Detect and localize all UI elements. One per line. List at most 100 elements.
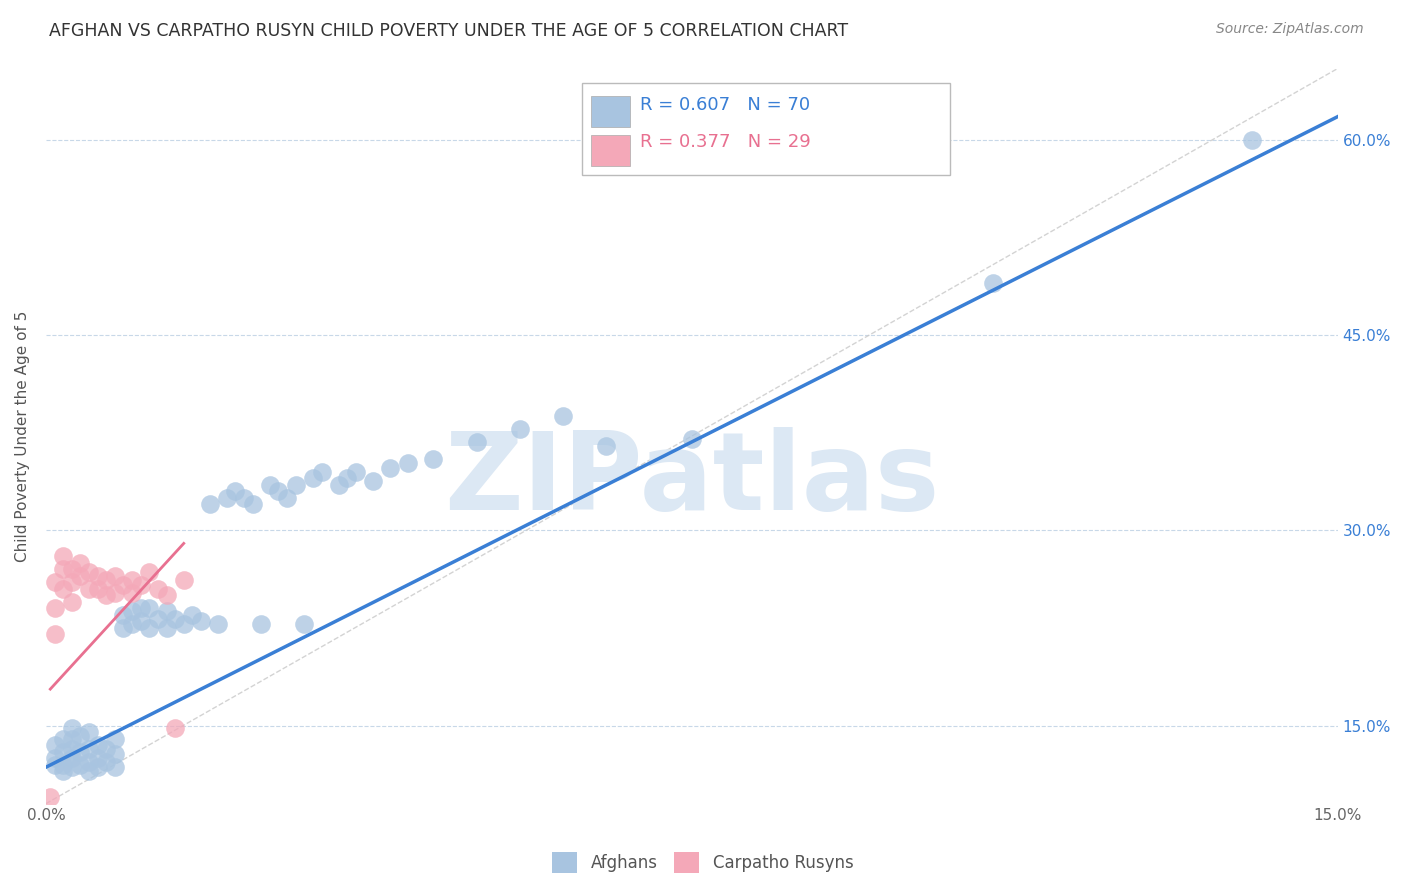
Point bbox=[311, 465, 333, 479]
Point bbox=[104, 586, 127, 600]
Point bbox=[86, 751, 108, 765]
Point bbox=[104, 569, 127, 583]
Point bbox=[276, 491, 298, 505]
Point bbox=[155, 604, 177, 618]
Point bbox=[595, 439, 617, 453]
Legend: Afghans, Carpatho Rusyns: Afghans, Carpatho Rusyns bbox=[546, 846, 860, 880]
Point bbox=[44, 751, 66, 765]
Point bbox=[112, 578, 135, 592]
Point bbox=[60, 721, 83, 735]
Point bbox=[60, 760, 83, 774]
Point bbox=[981, 276, 1004, 290]
Point bbox=[96, 755, 118, 769]
Point bbox=[104, 747, 127, 761]
Point bbox=[77, 725, 100, 739]
Point bbox=[69, 556, 91, 570]
Point bbox=[44, 757, 66, 772]
Point bbox=[681, 433, 703, 447]
Point bbox=[77, 742, 100, 756]
Point bbox=[129, 615, 152, 629]
Point bbox=[551, 409, 574, 423]
Point bbox=[60, 751, 83, 765]
Point bbox=[422, 451, 444, 466]
Point bbox=[224, 484, 246, 499]
Point bbox=[198, 497, 221, 511]
Point bbox=[173, 573, 195, 587]
Point bbox=[284, 478, 307, 492]
Point bbox=[267, 484, 290, 499]
Point bbox=[86, 582, 108, 596]
Bar bbox=[591, 96, 630, 128]
Point bbox=[233, 491, 256, 505]
Point bbox=[138, 601, 160, 615]
Point bbox=[121, 586, 143, 600]
Point bbox=[465, 434, 488, 449]
Point bbox=[292, 617, 315, 632]
Point bbox=[60, 742, 83, 756]
Text: R = 0.607   N = 70: R = 0.607 N = 70 bbox=[640, 95, 810, 113]
Point bbox=[121, 604, 143, 618]
Point bbox=[69, 729, 91, 743]
Point bbox=[155, 589, 177, 603]
Point bbox=[242, 497, 264, 511]
Point bbox=[77, 764, 100, 778]
Point bbox=[52, 757, 75, 772]
Text: Source: ZipAtlas.com: Source: ZipAtlas.com bbox=[1216, 22, 1364, 37]
Point bbox=[121, 573, 143, 587]
Point bbox=[129, 601, 152, 615]
Point bbox=[344, 465, 367, 479]
Point bbox=[86, 569, 108, 583]
Point bbox=[52, 582, 75, 596]
Point bbox=[77, 755, 100, 769]
Point bbox=[112, 621, 135, 635]
Point bbox=[44, 738, 66, 752]
Point bbox=[44, 627, 66, 641]
Text: AFGHAN VS CARPATHO RUSYN CHILD POVERTY UNDER THE AGE OF 5 CORRELATION CHART: AFGHAN VS CARPATHO RUSYN CHILD POVERTY U… bbox=[49, 22, 848, 40]
Point bbox=[69, 745, 91, 759]
Point bbox=[69, 569, 91, 583]
Point bbox=[396, 456, 419, 470]
Point bbox=[52, 745, 75, 759]
Point bbox=[165, 612, 187, 626]
Point bbox=[44, 601, 66, 615]
Point bbox=[181, 607, 204, 622]
Point bbox=[129, 578, 152, 592]
Point bbox=[302, 471, 325, 485]
Point bbox=[509, 422, 531, 436]
Point bbox=[259, 478, 281, 492]
Point bbox=[77, 582, 100, 596]
Bar bbox=[591, 135, 630, 166]
Point bbox=[328, 478, 350, 492]
Point bbox=[104, 760, 127, 774]
Point bbox=[96, 589, 118, 603]
Point bbox=[39, 790, 62, 805]
Point bbox=[146, 582, 169, 596]
Y-axis label: Child Poverty Under the Age of 5: Child Poverty Under the Age of 5 bbox=[15, 310, 30, 562]
Point bbox=[361, 474, 384, 488]
Point bbox=[207, 617, 229, 632]
Point bbox=[250, 617, 273, 632]
Point bbox=[60, 575, 83, 590]
Text: ZIPatlas: ZIPatlas bbox=[444, 427, 939, 533]
Point bbox=[86, 760, 108, 774]
Point bbox=[165, 721, 187, 735]
Point bbox=[380, 461, 402, 475]
FancyBboxPatch shape bbox=[582, 83, 950, 175]
Point bbox=[138, 565, 160, 579]
Point bbox=[86, 738, 108, 752]
Point bbox=[60, 562, 83, 576]
Point bbox=[60, 595, 83, 609]
Point bbox=[52, 731, 75, 746]
Point bbox=[138, 621, 160, 635]
Point bbox=[215, 491, 238, 505]
Point bbox=[96, 573, 118, 587]
Point bbox=[104, 731, 127, 746]
Point bbox=[77, 565, 100, 579]
Point bbox=[146, 612, 169, 626]
Point bbox=[336, 471, 359, 485]
Point bbox=[69, 757, 91, 772]
Point bbox=[52, 549, 75, 564]
Point bbox=[52, 562, 75, 576]
Point bbox=[44, 575, 66, 590]
Point bbox=[52, 764, 75, 778]
